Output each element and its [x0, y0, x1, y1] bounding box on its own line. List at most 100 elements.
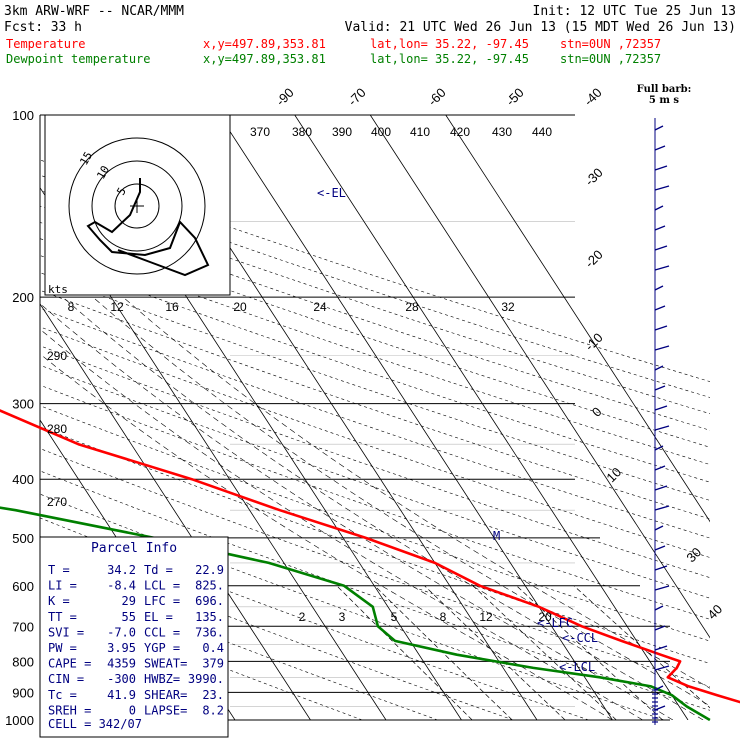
pressure-label: 600: [12, 579, 34, 594]
theta-label: 370: [250, 125, 270, 139]
legend-stn: stn=0UN ,72357: [560, 37, 661, 51]
text-layer: 100200300400500600700800900100051015kts8…: [4, 4, 736, 731]
moist-adiabat: [40, 353, 613, 720]
hodograph-ring: [114, 183, 160, 229]
wind-barb: [654, 185, 670, 191]
speed-label: 16: [165, 300, 179, 314]
wind-barb: [654, 425, 670, 431]
wind-barb: [654, 665, 670, 671]
parcel-field-value: -300: [107, 672, 136, 686]
m-marker: M: [493, 529, 500, 543]
moist-adiabat: [92, 296, 710, 707]
barb-legend-title: Full barb:: [637, 84, 692, 95]
isotherm-label: -90: [273, 85, 297, 109]
fcst-value: 33 h: [51, 20, 82, 35]
moist-adiabat: [40, 303, 674, 720]
parcel-field-name: CIN =: [48, 672, 84, 686]
theta-label: 380: [292, 125, 312, 139]
dry-adiabat: [40, 326, 710, 558]
wind-barb: [654, 465, 666, 471]
legend-name: Temperature: [6, 37, 85, 51]
isotherm: [369, 115, 710, 639]
theta-side-label: 280: [47, 422, 67, 436]
isotherm-label: 10: [603, 464, 624, 485]
dry-adiabat: [40, 364, 710, 599]
theta-label: 420: [450, 125, 470, 139]
parcel-field-name: SWEAT=: [144, 657, 187, 671]
mixing-ratio-line: [336, 585, 473, 720]
parcel-field-name: SVI =: [48, 625, 84, 639]
wind-barb: [654, 245, 668, 251]
isotherm-label: -10: [582, 330, 606, 354]
model-title: 3km ARW-WRF -- NCAR/MMM: [4, 4, 184, 19]
wind-barb: [654, 485, 668, 491]
parcel-field-name: LAPSE=: [144, 703, 187, 717]
parcel-field-value: 55: [122, 610, 136, 624]
valid-time: Valid: 21 UTC Wed 26 Jun 13 (15 MDT Wed …: [345, 20, 736, 35]
moist-adiabat: [40, 328, 643, 720]
parcel-field-value: 34.2: [107, 563, 136, 577]
isotherm: [445, 115, 710, 523]
dewpoint-line: [0, 506, 711, 722]
pressure-label: 200: [12, 290, 34, 305]
isotherm-label: -20: [582, 247, 606, 271]
parcel-field-value: 41.9: [107, 688, 136, 702]
ccl-marker: <-CCL: [562, 631, 598, 645]
isotherm: [294, 115, 689, 720]
mixing-ratio-line: [424, 585, 566, 720]
isotherm-label: -70: [345, 85, 369, 109]
wind-barb: [654, 505, 670, 511]
wind-barb: [654, 545, 666, 551]
parcel-field-value: -8.4: [107, 579, 136, 593]
pressure-label: 900: [12, 685, 34, 700]
dry-adiabat: [40, 426, 710, 664]
wind-barb: [654, 305, 666, 311]
isotherm-label: -60: [425, 85, 449, 109]
theta-label: 400: [371, 125, 391, 139]
legend-xy: x,y=497.89,353.81: [203, 37, 326, 51]
theta-label: 410: [410, 125, 430, 139]
theta-label: 390: [332, 125, 352, 139]
dry-adiabat: [40, 384, 710, 620]
theta-side-label: 270: [47, 495, 67, 509]
pressure-label: 700: [12, 619, 34, 634]
isotherm: [40, 303, 311, 720]
wind-barb: [654, 705, 666, 711]
parcel-field-value: 3.95: [107, 641, 136, 655]
legend-name: Dewpoint temperature: [6, 52, 151, 66]
mixing-ratio-label: 20: [538, 610, 552, 624]
mixing-ratio-label: 12: [479, 610, 493, 624]
speed-label: 12: [110, 300, 124, 314]
temperature-line: [0, 409, 740, 704]
parcel-field-name: EL =: [144, 610, 173, 624]
dry-adiabat: [40, 238, 710, 465]
parcel-field-name: Tc =: [48, 688, 77, 702]
speed-label: 20: [233, 300, 247, 314]
lcl-marker: <-LCL: [559, 660, 595, 674]
mixing-ratio-label: 8: [440, 610, 447, 624]
moist-adiabat: [62, 296, 704, 720]
speed-label: 28: [405, 300, 419, 314]
wind-barb: [654, 165, 668, 171]
wind-barb: [654, 225, 666, 231]
wind-barb: [654, 645, 668, 651]
parcel-field-value: 0.4: [202, 641, 224, 655]
parcel-field-name: HWBZ=: [144, 672, 180, 686]
moist-adiabat: [122, 296, 710, 689]
pressure-label: 1000: [5, 713, 34, 728]
wind-barb: [654, 265, 670, 271]
isotherm-label: -30: [582, 165, 606, 189]
isotherm-label: -50: [503, 85, 527, 109]
wind-barb: [654, 445, 664, 451]
isotherm-label: 0: [589, 404, 605, 420]
legend-latlon: lat,lon= 35.22, -97.45: [370, 37, 529, 51]
isotherm-label: -40: [581, 85, 605, 109]
parcel-field-name: LCL =: [144, 579, 180, 593]
wind-barb: [654, 345, 670, 351]
parcel-field-value: 0: [129, 703, 136, 717]
parcel-field-value: 696.: [195, 594, 224, 608]
el-marker: <-EL: [317, 186, 346, 200]
barb-legend-unit: 5 m s: [649, 95, 680, 106]
mixing-ratio-line: [573, 585, 710, 709]
dry-adiabat: [40, 289, 710, 520]
